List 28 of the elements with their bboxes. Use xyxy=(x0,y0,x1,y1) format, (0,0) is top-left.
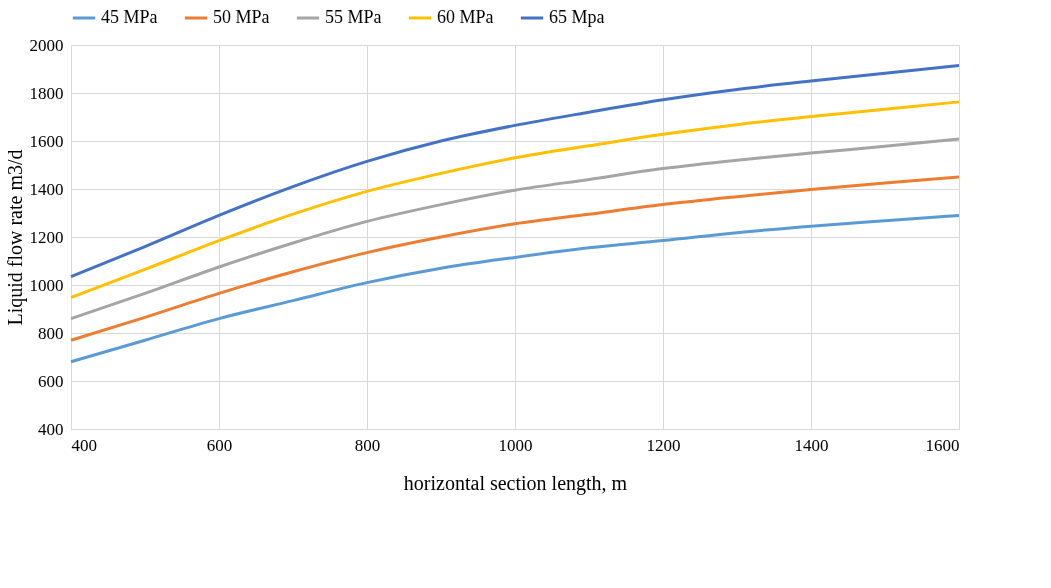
x-tick-label: 1400 xyxy=(794,435,829,455)
y-tick-label: 1800 xyxy=(29,83,64,103)
x-tick-label: 1200 xyxy=(646,435,681,455)
y-axis-title: Liquid flow rate m3/d xyxy=(3,149,27,326)
y-tick-label: 2000 xyxy=(29,35,64,55)
x-tick-label: 600 xyxy=(206,435,233,455)
y-tick-label: 1200 xyxy=(29,227,64,247)
line-series xyxy=(69,137,961,321)
y-tick-label: 800 xyxy=(38,323,64,343)
legend-label: 45 MPa xyxy=(101,7,158,27)
y-tick-label: 1600 xyxy=(29,131,64,151)
legend-label: 55 MPa xyxy=(325,7,382,27)
legend-label: 60 MPa xyxy=(437,7,494,27)
x-tick-label: 400 xyxy=(71,435,97,455)
x-tick-label: 1000 xyxy=(498,435,533,455)
line-series xyxy=(69,100,961,299)
x-tick-label: 1600 xyxy=(925,435,960,455)
x-tick-label: 800 xyxy=(354,435,381,455)
y-tick-label: 600 xyxy=(38,371,64,391)
line-series xyxy=(69,175,961,342)
y-tick-label: 1400 xyxy=(29,179,64,199)
line-series xyxy=(69,63,961,279)
y-tick-label: 1000 xyxy=(29,275,64,295)
y-tick-label: 400 xyxy=(38,419,64,439)
x-axis-title: horizontal section length, m xyxy=(403,471,628,495)
line-series xyxy=(69,213,961,364)
legend-label: 50 MPa xyxy=(213,7,270,27)
legend-label: 65 Mpa xyxy=(549,7,605,27)
